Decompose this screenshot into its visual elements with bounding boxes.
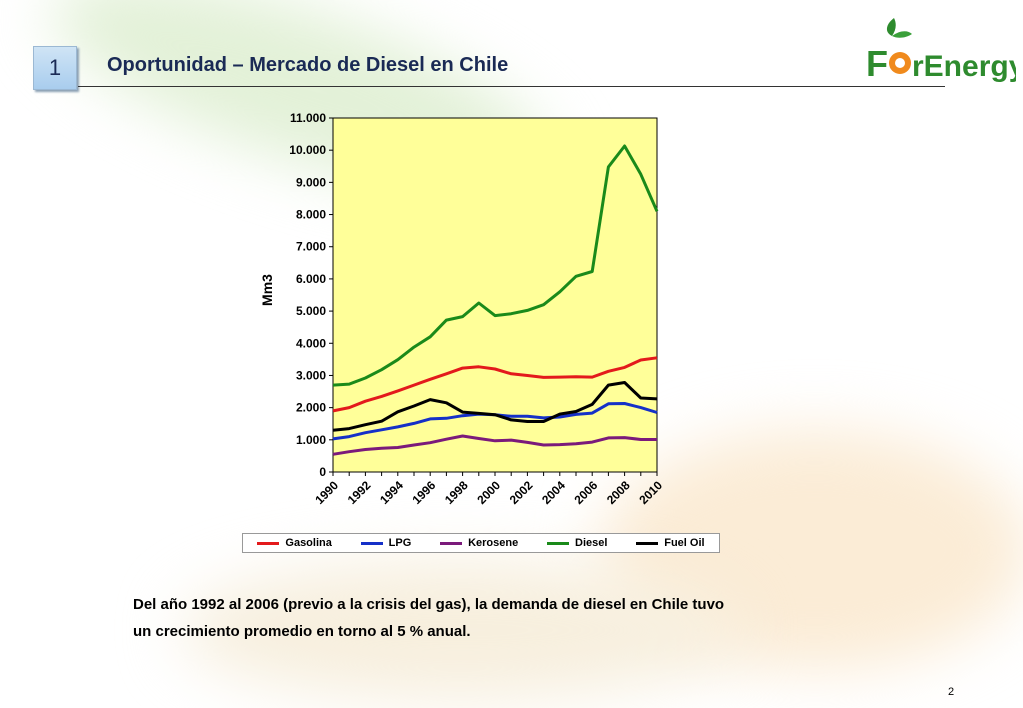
x-tick-label: 1994 (377, 478, 406, 507)
y-tick-label: 5.000 (296, 304, 326, 318)
slide-caption: Del año 1992 al 2006 (previo a la crisis… (133, 591, 873, 645)
legend-item-kerosene: Kerosene (440, 537, 518, 549)
chart-legend: Gasolina LPG Kerosene Diesel Fuel Oil (242, 533, 720, 553)
y-axis-label: Mm3 (259, 274, 275, 306)
x-tick-label: 1998 (442, 478, 471, 507)
legend-item-lpg: LPG (360, 537, 412, 549)
diesel-demand-line-chart: Mm3 0 1.000 2.000 3.000 4.000 5.000 6.000 7.000… (259, 111, 665, 507)
page-number: 2 (948, 686, 955, 698)
plot-area (332, 117, 658, 473)
y-tick-label: 11.000 (290, 111, 326, 125)
series-line-gasolina (332, 356, 658, 413)
y-tick-label: 1.000 (296, 433, 326, 447)
logo-wordmark: F (866, 43, 888, 84)
series-line-kerosene (332, 434, 657, 456)
page-title: Oportunidad – Mercado de Diesel en Chile (107, 54, 509, 76)
legend-label: Gasolina (285, 537, 332, 549)
x-tick-label: 1992 (345, 478, 374, 507)
y-tick-label: 6.000 (296, 272, 326, 286)
x-tick-label: 2000 (474, 478, 503, 507)
legend-item-fuel-oil: Fuel Oil (636, 537, 705, 549)
title-divider (78, 86, 945, 87)
forenergy-logo: F rEnergy (866, 18, 1016, 84)
y-tick-label: 10.000 (289, 143, 326, 157)
caption-line-2: un crecimiento promedio en torno al 5 % … (133, 623, 471, 640)
legend-label: Kerosene (468, 537, 519, 549)
legend-item-gasolina: Gasolina (257, 537, 332, 549)
legend-label: Diesel (575, 537, 608, 549)
y-tick-label: 7.000 (296, 240, 326, 254)
svg-text:rEnergy: rEnergy (912, 50, 1016, 83)
legend-label: LPG (388, 537, 412, 549)
x-tick-label: 1990 (312, 478, 341, 507)
y-tick-label: 2.000 (296, 401, 326, 415)
x-tick-label: 2004 (539, 478, 568, 507)
x-tick-label: 2002 (507, 478, 536, 507)
x-tick-label: 1996 (410, 478, 439, 507)
series-line-diesel (332, 144, 659, 387)
y-tick-label: 0 (319, 465, 326, 479)
series-line-fuel-oil (332, 381, 658, 432)
y-tick-label: 4.000 (296, 336, 326, 350)
y-tick-label: 3.000 (296, 368, 326, 382)
slide-number-badge: 1 (33, 46, 77, 90)
x-tick-label: 2008 (604, 478, 633, 507)
x-tick-label: 2010 (636, 478, 665, 507)
x-tick-label: 2006 (572, 478, 601, 507)
background-decoration-cream (180, 560, 740, 700)
caption-line-1: Del año 1992 al 2006 (previo a la crisis… (133, 596, 725, 613)
legend-item-diesel: Diesel (547, 537, 607, 549)
y-tick-label: 9.000 (296, 175, 326, 189)
y-tick-label: 8.000 (296, 208, 326, 222)
legend-label: Fuel Oil (664, 537, 705, 549)
